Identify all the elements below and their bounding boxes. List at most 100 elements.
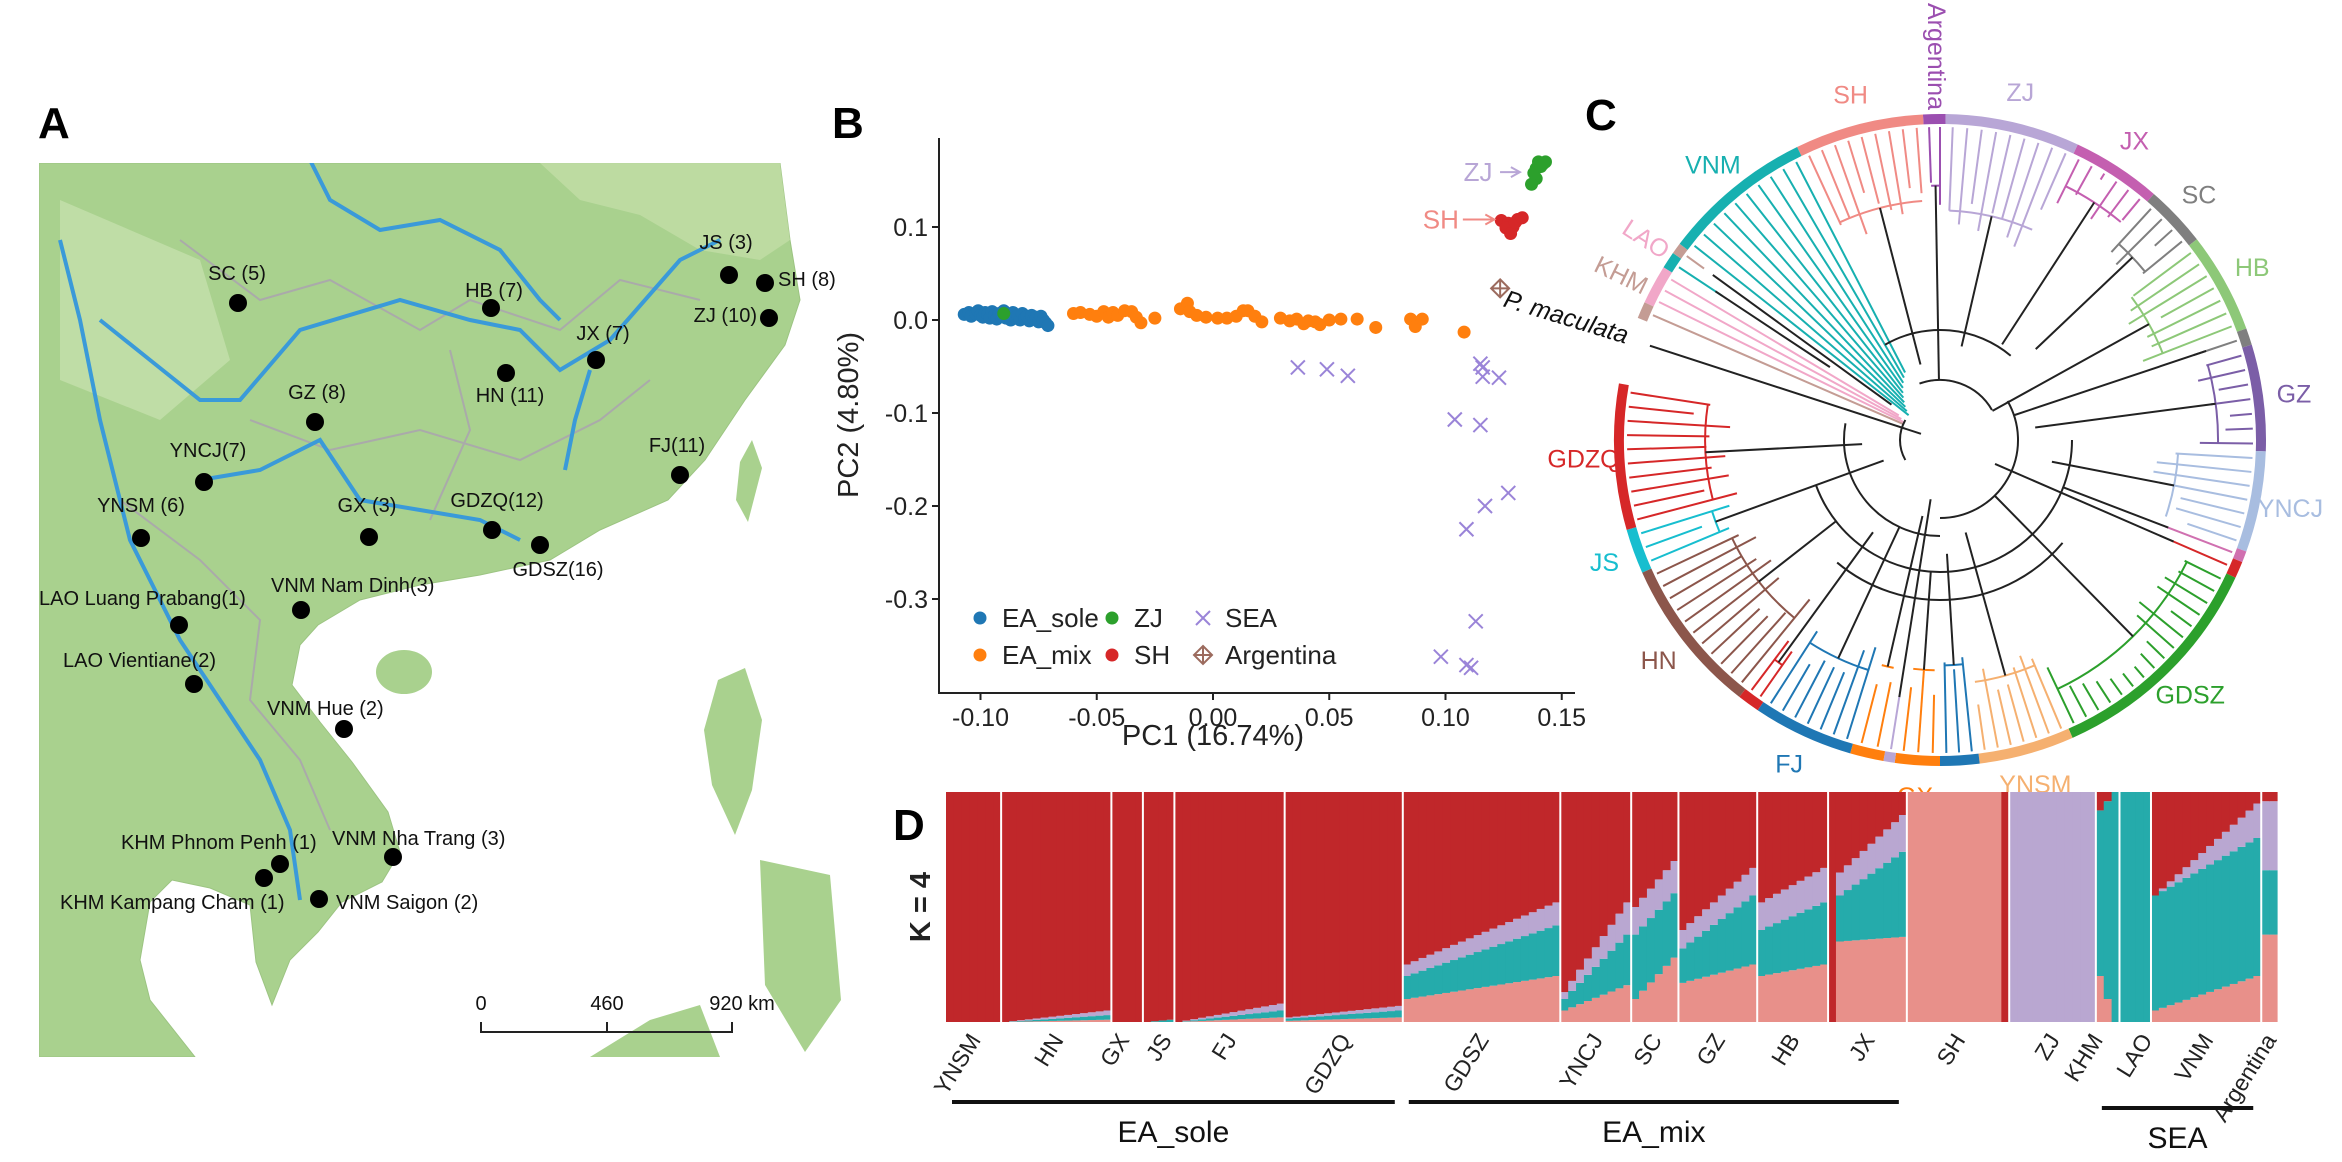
admixture-segment [2087,792,2097,1022]
admixture-segment [1835,941,1845,1022]
y-tick-label: -0.1 [885,400,928,428]
tree-branch [1686,255,1705,270]
admixture-segment [1221,1019,1231,1022]
tree-branch [1961,657,1973,752]
tree-branch [1795,161,1906,373]
admixture-segment [1930,792,1939,1022]
admixture-segment [1229,1019,1239,1022]
site-marker [271,855,289,873]
admixture-segment [1875,836,1884,869]
tree-branch [1874,133,1893,211]
admixture-segment [1103,1010,1112,1016]
admixture-segment [1875,868,1884,939]
tree-branch [2132,252,2192,297]
admixture-segment [1221,792,1231,1014]
tree-branch [1627,455,1726,465]
tree-branch [1664,289,1902,420]
tree-branch [1809,641,1869,671]
admixture-segment [1891,822,1900,858]
clade-ring-gz [2242,344,2266,452]
tree-branch [1759,650,1793,697]
tree-branch [1781,663,1811,712]
admixture-segment [1261,1018,1270,1022]
admixture-segment [1591,997,1601,1022]
site-marker [671,466,689,484]
x-tick-label: -0.10 [952,704,1009,732]
admixture-segment [1268,792,1278,1006]
admixture-segment [1064,1014,1073,1018]
admixture-segment [1308,1014,1317,1017]
admixture-segment [1843,890,1853,941]
super-group-label: EA_mix [1602,1116,1705,1149]
admixture-segment [2198,792,2207,854]
tree-branch [2142,240,2183,275]
admixture-segment [2182,877,2191,1000]
admixture-segment [1213,1014,1223,1018]
tree-branch [1957,128,1969,225]
admixture-segment [1513,982,1522,1022]
admixture-segment [1725,970,1735,1022]
tree-branch [2178,570,2215,592]
site-marker [335,720,353,738]
admixture-segment [1583,1001,1593,1022]
population-label: JX [1843,1029,1879,1066]
admixture-segment [1780,971,1790,1022]
tree-backbone [1964,532,2007,676]
admixture-segment [1536,908,1546,931]
tree-branch [1890,695,1901,750]
admixture-segment [1623,985,1632,1022]
point-sh [1504,227,1518,241]
admixture-segment [1883,792,1892,830]
tree-branch [1720,615,1769,665]
point-ea-mix [1369,320,1383,334]
admixture-segment [1331,792,1341,1013]
admixture-segment [1867,843,1876,874]
admixture-segment [1568,990,1577,1008]
population-label: SC [1628,1029,1667,1070]
admixture-segment [1820,792,1829,868]
clade-label: FJ [1775,751,1803,779]
admixture-segment [1835,872,1845,896]
admixture-segment [1560,792,1569,993]
point-sea [1290,359,1306,376]
tree-branch [2013,147,2054,248]
point-sea [1340,368,1356,384]
tree-branch [2107,189,2130,218]
admixture-segment [1560,992,1569,999]
admixture-segment [1387,1017,1396,1022]
admixture-segment [1442,948,1451,963]
admixture-segment [1434,951,1443,966]
admixture-segment [1237,792,1246,1011]
admixture-segment [1064,792,1073,1015]
admixture-segment [1662,965,1672,1022]
admixture-segment [1914,792,1924,1022]
admixture-segment [1276,1010,1286,1018]
tree-branch [2138,601,2184,639]
province-borders [119,239,701,831]
site-label: SH (8) [778,269,836,291]
admixture-segment [1237,1019,1246,1022]
tree-branch [1640,504,1730,535]
sampling-sites: SC (5) HB (7) JS (3) SH (8) ZJ (10) JX (7) HN … [39,232,836,914]
population-label: Argentina [2207,1029,2281,1126]
admixture-segment [1883,829,1892,863]
tree-branch [2151,312,2227,348]
tree-branch [2118,243,2146,273]
tree-branch [2012,667,2038,739]
sampling-map: 0 460 920 km SC (5) HB (7) JS (3) SH (8) ZJ … [39,163,841,1057]
admixture-segment [1859,792,1869,851]
tree-branch [1633,489,1705,507]
site-label: GX (3) [338,495,397,517]
admixture-segment [1757,976,1766,1022]
point-sea [1463,660,1479,676]
admixture-segment [1733,907,1743,969]
clade-label: GDZQ [1547,446,1619,474]
admixture-segment [1056,792,1065,1016]
clade-ring-fj [1757,701,1853,754]
admixture-segment [1457,957,1467,991]
admixture-segment [1859,850,1869,880]
tree-branch [1806,666,1835,725]
point-sea [1468,613,1484,630]
admixture-segment [1780,792,1790,890]
admixture-segment [1812,965,1821,1022]
